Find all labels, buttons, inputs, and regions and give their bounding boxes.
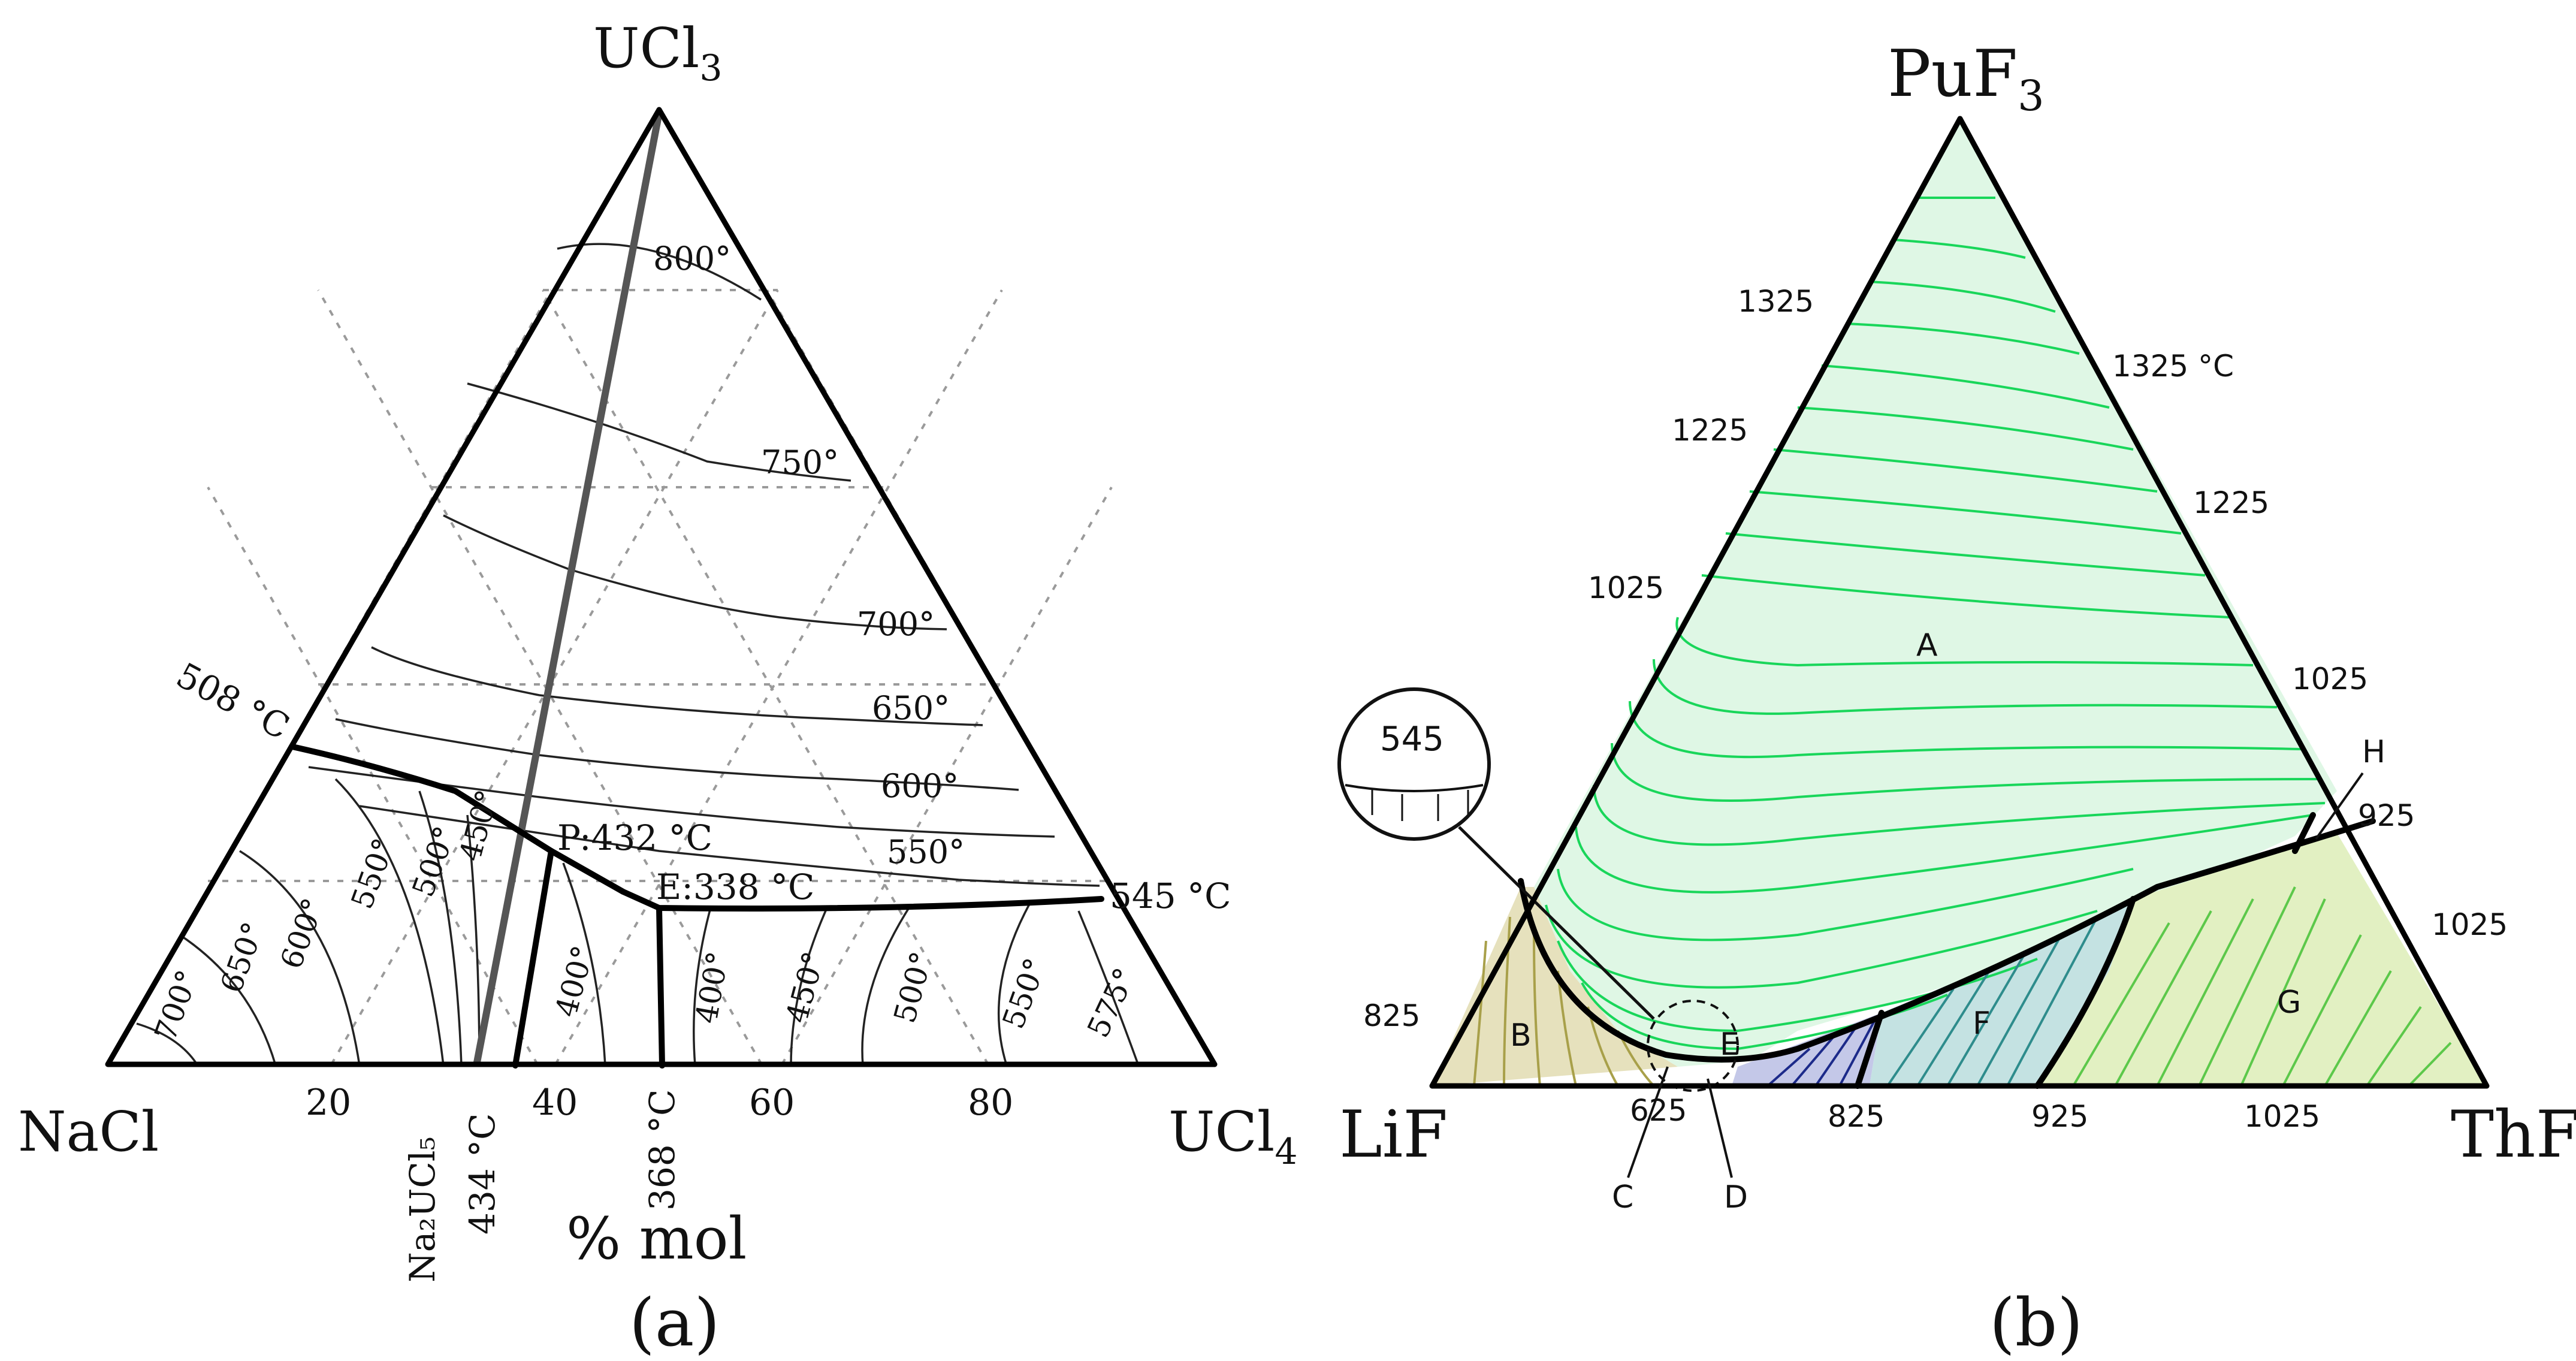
isotherm-label: 500° <box>406 822 463 901</box>
panel-a-peritectic-temp: 434 °C <box>462 1113 503 1235</box>
panel-a-isotherm-labels: 800° 750° 700° 650° 600° 550° <box>653 240 965 871</box>
inset-value: 545 <box>1380 720 1444 759</box>
region-label-a: A <box>1916 627 1938 663</box>
edge-temp: 1025 <box>1588 571 1664 605</box>
panel-a-isotherms <box>136 243 1140 1066</box>
panel-b-apex-top: PuF3 <box>1888 37 2045 120</box>
isotherm-label: 450° <box>780 948 832 1027</box>
region-label-e: E <box>1720 1027 1740 1063</box>
isotherm-label: 550° <box>887 833 965 871</box>
isotherm-label: 400° <box>549 942 601 1021</box>
panel-a-axis-ticks: 20 40 60 80 <box>306 1082 1013 1124</box>
edge-temp: 1325 <box>1738 284 1814 319</box>
isotherm-label: 750° <box>761 443 839 481</box>
inset-circle <box>1337 687 1491 841</box>
panel-a-compound-line <box>473 111 663 1067</box>
panel-a-caption: (a) <box>629 1284 720 1361</box>
isotherm-label: 650° <box>872 689 950 727</box>
edge-temp: 825 <box>1363 998 1420 1033</box>
inset-leader <box>1458 826 1655 1020</box>
panel-b-leaders <box>1627 772 2364 1178</box>
isotherm-label: 600° <box>881 767 959 805</box>
panel-b-bottom-edge-temps: 625 825 925 1025 <box>1630 1093 2320 1134</box>
edge-temp: 1025 <box>2244 1099 2320 1134</box>
edge-temp: 625 <box>1630 1093 1687 1128</box>
panel-a-ucl4-field-labels: 400° 450° 500° 550° 575° <box>689 948 1143 1043</box>
isotherm-label: 650° <box>214 918 271 997</box>
panel-b-apex-left: LiF <box>1339 1097 1448 1172</box>
edge-temp: 1225 <box>1672 413 1748 448</box>
panel-b-caption: (b) <box>1989 1284 2083 1361</box>
region-label-b: B <box>1510 1018 1532 1054</box>
isotherm-label: 800° <box>653 240 731 277</box>
panel-a-triangle <box>105 107 1218 1067</box>
edge-temp: 1325 °C <box>2112 349 2234 384</box>
region-label-c: C <box>1612 1179 1633 1215</box>
panel-b: 545 PuF3 LiF ThF4 1325 1225 1025 825 132… <box>1337 37 2576 1361</box>
panel-a-apex-right: UCl4 <box>1168 1100 1298 1173</box>
panel-a-boundaries <box>289 744 1104 1069</box>
panel-b-isotherms-f <box>1886 916 2098 1087</box>
panel-b-region-labels: A B C D E F G H <box>1510 627 2385 1215</box>
panel-b-inset: 545 <box>1337 687 1655 1020</box>
isotherm-label: 550° <box>345 834 402 913</box>
panel-a-peritectic-point: P:432 °C <box>557 817 712 858</box>
region-label-h: H <box>2362 734 2385 770</box>
panel-a: UCl3 NaCl UCl4 20 40 60 80 % mol Na₂UCl₅… <box>18 16 1298 1361</box>
region-label-g: G <box>2277 985 2301 1021</box>
panel-a-apex-left: NaCl <box>18 1100 159 1164</box>
isotherm-label: 700° <box>857 605 935 643</box>
panel-a-right-edge-temp: 545 °C <box>1110 876 1231 916</box>
edge-temp: 1025 <box>2432 907 2508 942</box>
panel-b-zoom-circle <box>1647 1000 1739 1092</box>
region-label-f: F <box>1973 1006 1991 1042</box>
panel-b-triangle <box>1429 116 2490 1089</box>
isotherm-label: 500° <box>887 948 940 1027</box>
panel-b-isotherms-e <box>1766 1018 1877 1087</box>
region-label-d: D <box>1724 1179 1748 1215</box>
isotherm-label: 400° <box>689 949 736 1026</box>
panel-a-left-edge-temp: 508 °C <box>170 654 296 747</box>
isotherm-label: 575° <box>1080 962 1142 1043</box>
panel-b-left-edge-temps: 1325 1225 1025 825 <box>1363 284 1814 1033</box>
tick-label: 40 <box>532 1082 578 1124</box>
panel-b-apex-right: ThF4 <box>2451 1097 2576 1181</box>
panel-a-nacl-field-labels: 700° 650° 600° 550° 500° 450° 400° <box>148 786 601 1045</box>
isotherm-label: 450° <box>453 786 505 865</box>
tick-label: 60 <box>749 1082 795 1124</box>
region-a-fill <box>1534 120 2337 1067</box>
edge-temp: 1225 <box>2193 485 2269 520</box>
tick-label: 80 <box>968 1082 1013 1124</box>
panel-a-axis-label: % mol <box>566 1205 747 1272</box>
panel-a-eutectic-temp: 368 °C <box>642 1089 682 1211</box>
panel-b-isotherms-g <box>2072 886 2452 1087</box>
panel-a-compound-label: Na₂UCl₅ <box>402 1136 443 1282</box>
panel-b-right-edge-temps: 1325 °C 1225 1025 925 1025 <box>2112 349 2508 942</box>
panel-a-eutectic-point: E:338 °C <box>656 867 814 907</box>
isotherm-label: 600° <box>274 894 331 973</box>
panel-b-boundaries <box>1518 812 2376 1089</box>
edge-temp: 1025 <box>2292 662 2368 696</box>
edge-temp: 925 <box>2031 1099 2088 1134</box>
edge-temp: 925 <box>2358 798 2415 833</box>
tick-label: 20 <box>306 1082 351 1124</box>
edge-temp: 825 <box>1828 1099 1885 1134</box>
panel-a-apex-top: UCl3 <box>593 16 723 89</box>
